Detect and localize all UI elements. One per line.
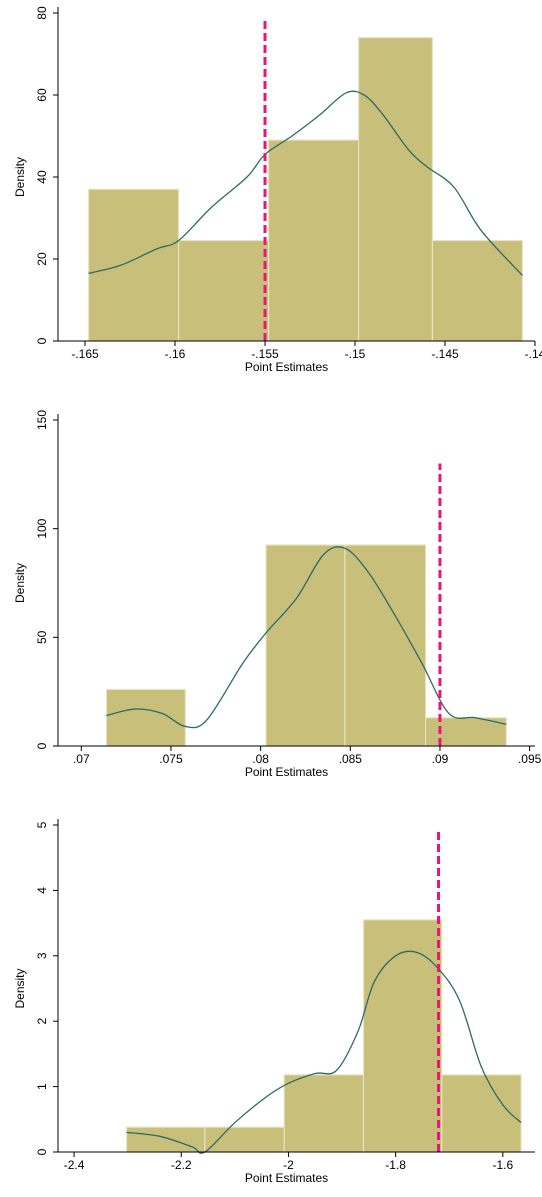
x-tick-label: .09 bbox=[432, 752, 449, 766]
kde-curve bbox=[126, 950, 522, 1154]
histogram-bar-3 bbox=[268, 139, 360, 342]
y-tick-label: 1 bbox=[35, 1083, 49, 1090]
x-tick-label: -2.2 bbox=[171, 1158, 192, 1172]
x-tick-label: .085 bbox=[339, 752, 363, 766]
x-tick-label: -2 bbox=[283, 1158, 294, 1172]
y-tick-label: 0 bbox=[35, 1148, 49, 1155]
histogram-bar-1 bbox=[105, 688, 186, 747]
y-tick-label: 0 bbox=[35, 742, 49, 749]
kde-curve bbox=[88, 90, 523, 276]
histogram-bar-3 bbox=[283, 1074, 365, 1153]
y-tick-label: 3 bbox=[35, 952, 49, 959]
y-tick-label: 40 bbox=[35, 170, 49, 184]
histogram-bar-3 bbox=[265, 544, 346, 747]
y-tick-label: 0 bbox=[35, 337, 49, 344]
x-axis-title: Point Estimates bbox=[245, 1171, 328, 1185]
histogram-bar-5 bbox=[441, 1074, 522, 1153]
x-tick-label: -1.8 bbox=[385, 1158, 406, 1172]
histogram-bar-4 bbox=[362, 919, 443, 1153]
x-tick-label: .075 bbox=[159, 752, 183, 766]
histogram-bar-5 bbox=[431, 239, 523, 342]
y-axis-title: Density bbox=[13, 968, 27, 1008]
histogram-bar-2 bbox=[204, 1126, 285, 1153]
x-tick-label: -2.4 bbox=[64, 1158, 85, 1172]
x-tick-label: .095 bbox=[518, 752, 542, 766]
histogram-bar-1 bbox=[87, 188, 180, 342]
y-tick-label: 150 bbox=[35, 410, 49, 430]
x-tick-label: -.155 bbox=[251, 347, 279, 361]
y-tick-label: 4 bbox=[35, 887, 49, 894]
y-tick-label: 20 bbox=[35, 252, 49, 266]
x-tick-label: -.165 bbox=[71, 347, 99, 361]
y-tick-label: 60 bbox=[35, 88, 49, 102]
y-tick-label: 50 bbox=[35, 630, 49, 644]
histogram-bar-4 bbox=[344, 544, 427, 747]
x-tick-label: .07 bbox=[73, 752, 90, 766]
y-axis-title: Density bbox=[13, 157, 27, 197]
chart-panel-2: .07 .075 .08 .085 .09 .095 0 50 100 150 Point Esti… bbox=[13, 410, 542, 779]
x-tick-label: -.15 bbox=[345, 347, 366, 361]
x-axis-title: Point Estimates bbox=[245, 765, 328, 779]
histogram-bar-2 bbox=[178, 239, 270, 342]
x-tick-label: -.14 bbox=[525, 347, 542, 361]
y-tick-label: 5 bbox=[35, 821, 49, 828]
y-tick-label: 100 bbox=[35, 518, 49, 538]
y-axis-title: Density bbox=[13, 563, 27, 603]
histogram-bar-4 bbox=[358, 36, 434, 342]
x-tick-label: -1.6 bbox=[492, 1158, 513, 1172]
chart-panel-3: -2.4 -2.2 -2 -1.8 -1.6 0 1 2 3 4 5 Point Estimates D… bbox=[13, 819, 535, 1185]
y-tick-label: 2 bbox=[35, 1018, 49, 1025]
x-tick-label: -.145 bbox=[431, 347, 459, 361]
x-axis-title: Point Estimates bbox=[245, 360, 328, 374]
kde-curve bbox=[106, 546, 507, 729]
histogram-bar-1 bbox=[126, 1126, 206, 1153]
y-tick-label: 80 bbox=[35, 6, 49, 20]
x-tick-label: -.16 bbox=[165, 347, 186, 361]
chart-panel-1: -.165 -.16 -.155 -.15 -.145 -.14 0 20 40 60 80 Poin… bbox=[13, 6, 542, 374]
x-tick-label: .08 bbox=[252, 752, 269, 766]
